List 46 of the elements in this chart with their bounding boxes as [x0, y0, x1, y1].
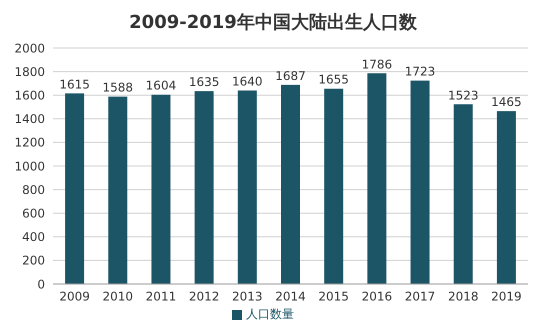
bar: [410, 80, 430, 284]
x-tick-label: 2009: [59, 290, 90, 304]
x-tick-label: 2016: [362, 290, 392, 304]
bar: [454, 104, 473, 284]
data-label: 1465: [491, 95, 522, 110]
data-label: 1786: [362, 57, 392, 72]
y-tick-label: 600: [22, 206, 45, 220]
x-tick-label: 2017: [404, 290, 436, 304]
data-label: 1523: [448, 88, 478, 102]
y-tick-label: 1800: [14, 64, 45, 79]
bar: [281, 84, 300, 284]
x-tick-label: 2019: [491, 290, 522, 304]
bar: [108, 96, 128, 284]
y-tick-label: 400: [22, 230, 45, 244]
bar: [151, 94, 170, 284]
y-tick-label: 1000: [14, 159, 45, 174]
data-label: 1687: [275, 68, 306, 83]
bar: [367, 73, 386, 284]
data-label: 1655: [318, 72, 349, 87]
x-tick-label: 2012: [188, 290, 220, 304]
x-tick-label: 2011: [146, 290, 176, 304]
y-tick-label: 800: [22, 182, 45, 197]
x-tick-label: 2015: [318, 290, 349, 304]
data-label: 1723: [404, 64, 436, 79]
x-tick-label: 2018: [448, 290, 478, 304]
y-tick-label: 0: [37, 277, 45, 292]
data-label: 1635: [188, 75, 220, 90]
bar: [238, 90, 257, 284]
y-tick-label: 2000: [14, 41, 45, 56]
y-tick-label: 200: [22, 254, 45, 268]
y-tick-label: 1200: [14, 136, 45, 150]
y-tick-label: 1600: [14, 88, 45, 102]
chart-title: 2009-2019年中国大陆出生人口数: [128, 11, 418, 35]
data-label: 1640: [232, 74, 263, 88]
bar: [496, 111, 516, 284]
data-label: 1604: [146, 78, 176, 93]
bar: [194, 91, 214, 284]
y-tick-label: 1400: [14, 112, 45, 126]
x-tick-label: 2014: [275, 290, 306, 304]
x-tick-label: 2010: [102, 290, 134, 304]
legend-label: 人口数量: [246, 307, 294, 321]
data-label: 1615: [59, 77, 90, 92]
x-tick-label: 2013: [232, 290, 263, 304]
data-label: 1588: [102, 80, 134, 95]
bar: [324, 88, 344, 284]
bar: [65, 93, 84, 284]
